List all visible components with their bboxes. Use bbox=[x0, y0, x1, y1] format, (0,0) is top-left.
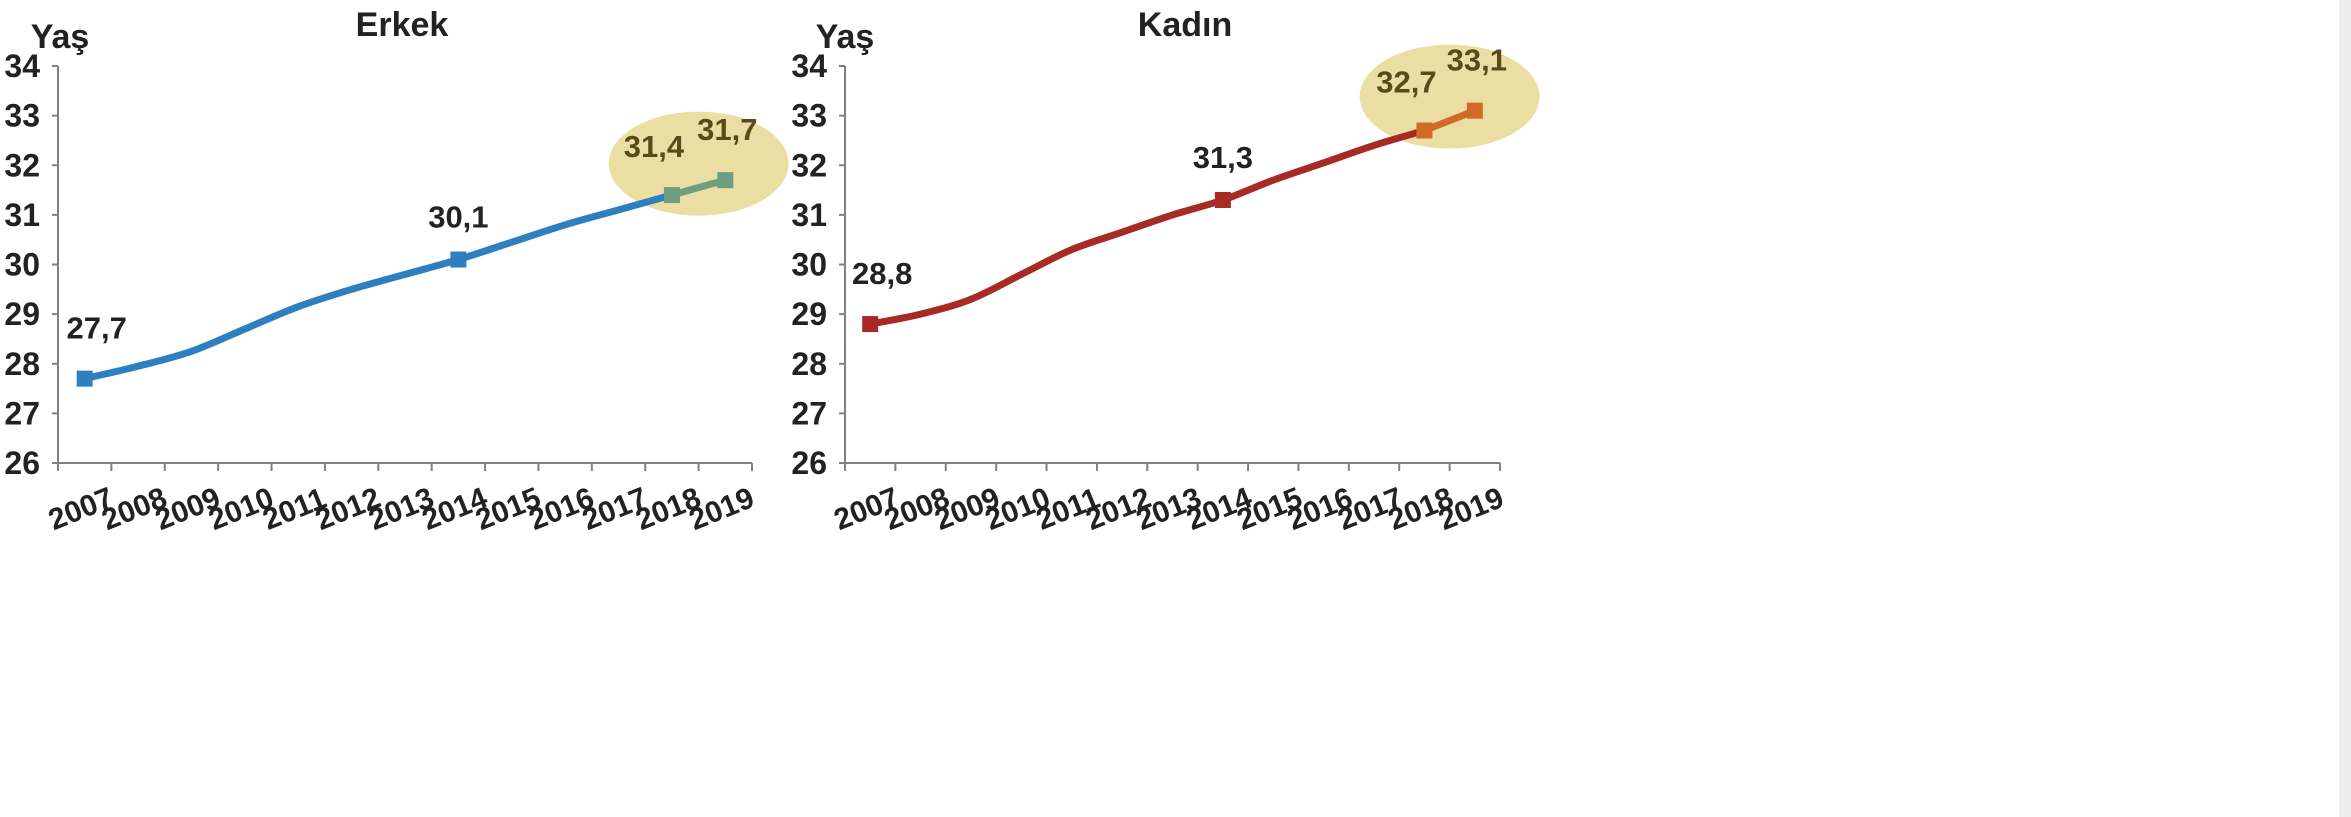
y-tick-label: 27 bbox=[791, 395, 827, 431]
data-point-marker bbox=[76, 370, 93, 387]
series-line bbox=[866, 127, 1428, 328]
y-axis-label: Yaş bbox=[816, 18, 875, 56]
y-tick-label: 31 bbox=[4, 197, 40, 233]
data-label: 31,7 bbox=[697, 112, 757, 147]
y-tick-label: 30 bbox=[791, 247, 827, 283]
y-tick-label: 26 bbox=[4, 445, 40, 481]
y-tick-label: 32 bbox=[791, 147, 827, 183]
data-label: 32,7 bbox=[1376, 65, 1436, 100]
data-point-marker bbox=[1466, 102, 1483, 119]
y-tick-label: 34 bbox=[4, 48, 40, 84]
data-label: 31,4 bbox=[624, 129, 685, 164]
chart-panel-1: ErkekYaş26272829303132333420072008200920… bbox=[4, 6, 789, 537]
data-point-marker bbox=[450, 251, 467, 268]
y-tick-label: 27 bbox=[4, 395, 40, 431]
data-label: 30,1 bbox=[428, 200, 488, 235]
highlight-ellipse bbox=[1359, 44, 1540, 149]
data-label: 31,3 bbox=[1193, 140, 1253, 175]
y-tick-label: 29 bbox=[4, 296, 40, 332]
data-point-marker bbox=[1214, 191, 1231, 208]
data-point-marker bbox=[862, 316, 879, 333]
y-tick-label: 26 bbox=[791, 445, 827, 481]
y-tick-label: 32 bbox=[4, 147, 40, 183]
data-point-marker bbox=[717, 172, 734, 189]
y-axis-label: Yaş bbox=[31, 18, 90, 56]
data-label: 33,1 bbox=[1447, 43, 1507, 78]
series-line bbox=[81, 191, 676, 383]
data-label: 28,8 bbox=[852, 256, 912, 291]
y-tick-label: 34 bbox=[791, 48, 827, 84]
y-tick-label: 30 bbox=[4, 247, 40, 283]
highlight-ellipse bbox=[608, 111, 789, 216]
data-point-marker bbox=[663, 187, 680, 204]
y-tick-label: 28 bbox=[791, 346, 827, 382]
data-point-marker bbox=[1416, 122, 1433, 139]
right-edge-strip bbox=[2339, 0, 2351, 817]
y-tick-label: 33 bbox=[791, 98, 827, 134]
chart-title: Erkek bbox=[356, 6, 449, 44]
y-tick-label: 29 bbox=[791, 296, 827, 332]
chart-title: Kadın bbox=[1138, 6, 1232, 44]
y-tick-label: 28 bbox=[4, 346, 40, 382]
y-tick-label: 33 bbox=[4, 98, 40, 134]
y-tick-label: 31 bbox=[791, 197, 827, 233]
chart-panel-2: KadınYaş26272829303132333420072008200920… bbox=[791, 6, 1540, 537]
data-label: 27,7 bbox=[67, 311, 127, 346]
